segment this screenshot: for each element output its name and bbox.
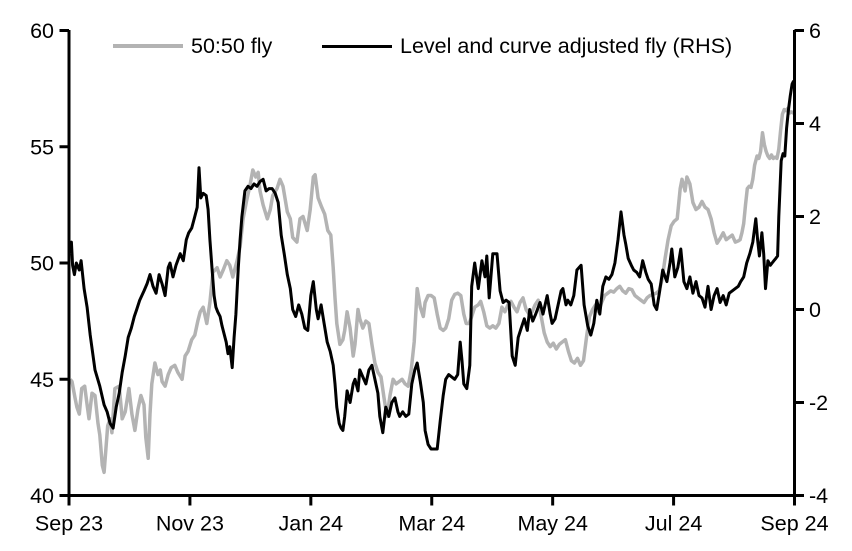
legend-item-5050-fly: 50:50 fly bbox=[113, 33, 272, 59]
left-axis-tick-label: 40 bbox=[30, 484, 54, 508]
right-axis-tick-label: -2 bbox=[809, 391, 828, 415]
legend-item-adjusted-fly: Level and curve adjusted fly (RHS) bbox=[322, 33, 732, 59]
legend-line-gray bbox=[113, 44, 183, 48]
x-axis-tick-label: Sep 24 bbox=[760, 512, 828, 536]
left-axis-tick-label: 60 bbox=[30, 19, 54, 43]
right-axis-tick-label: 0 bbox=[809, 298, 821, 322]
series-line-level-and-curve-adjusted-fly-rhs bbox=[68, 80, 796, 451]
x-axis-tick-label: Jul 24 bbox=[645, 512, 702, 536]
right-axis-tick-label: 6 bbox=[809, 19, 821, 43]
x-axis-tick-label: Jan 24 bbox=[279, 512, 344, 536]
left-axis-tick-label: 50 bbox=[30, 252, 54, 276]
legend: 50:50 fly Level and curve adjusted fly (… bbox=[0, 33, 852, 59]
right-axis-tick-label: 2 bbox=[809, 205, 821, 229]
legend-line-black bbox=[322, 44, 392, 48]
x-axis-tick-label: Sep 23 bbox=[35, 512, 103, 536]
right-axis-tick-label: -4 bbox=[809, 484, 828, 508]
legend-label-adjusted-fly: Level and curve adjusted fly (RHS) bbox=[400, 33, 733, 58]
left-axis-tick-label: 55 bbox=[30, 135, 54, 159]
x-axis-tick-label: May 24 bbox=[517, 512, 588, 536]
series-line-50-50-fly bbox=[68, 106, 796, 475]
left-axis-tick-label: 45 bbox=[30, 368, 54, 392]
x-axis-tick-label: Mar 24 bbox=[398, 512, 465, 536]
legend-label-5050-fly: 50:50 fly bbox=[191, 33, 273, 58]
right-axis-tick-label: 4 bbox=[809, 112, 821, 136]
x-axis-tick-label: Nov 23 bbox=[156, 512, 224, 536]
